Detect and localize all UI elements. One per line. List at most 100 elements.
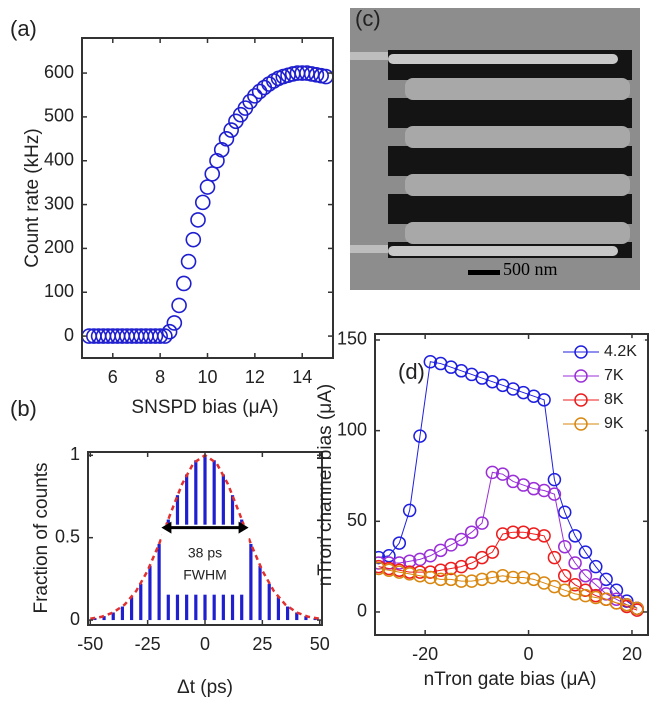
x-axis-title: Δt (ps) [177,677,233,698]
x-tick-label: 6 [108,367,118,387]
legend-marker [574,369,588,383]
data-point [444,538,458,552]
data-point [402,503,417,518]
data-point [558,505,572,519]
data-point [599,572,613,587]
legend-label: 4.2K [604,343,637,360]
axes-frame [87,451,323,626]
x-tick-label: -20 [412,644,438,664]
axes-frame [374,333,649,636]
data-point [568,556,582,570]
y-tick-label: 100 [337,419,367,439]
x-tick-label: 10 [197,367,217,387]
plot-area [375,354,644,617]
data-point [433,572,448,587]
legend-label: 8K [604,391,624,408]
data-point [218,131,235,147]
data-point [171,297,187,314]
data-point [392,556,407,570]
legend-marker [574,393,588,407]
data-point [176,275,192,292]
legend-label: 7K [604,367,624,384]
data-point [526,481,541,496]
legend-marker [574,345,588,359]
data-point [392,565,407,579]
bar [285,606,290,621]
bar [129,597,134,621]
y-axis-title: nTron channel bias (μA) [315,384,336,586]
data-point [256,79,273,96]
panel-label: (a) [10,16,37,41]
bar [157,543,161,621]
y-tick-label: 600 [44,62,74,82]
x-tick-label: 0 [524,644,534,664]
data-point [209,152,225,169]
panel-label: (b) [10,396,37,421]
y-tick-label: 100 [44,281,74,301]
y-tick-label: 50 [347,510,367,530]
data-point [516,525,531,539]
data-point [609,592,624,607]
panel-label: (d) [398,359,425,384]
axes-frame [81,37,334,359]
y-tick-label: 0 [70,609,80,629]
y-tick-label: 1 [70,444,80,464]
x-tick-label: 8 [155,367,165,387]
x-axis-title: nTron gate bias (μA) [424,669,597,690]
data-point [375,561,386,576]
data-point [526,527,541,541]
bar [258,565,262,621]
data-point [475,572,489,587]
data-point [423,549,438,563]
data-point [495,467,510,481]
y-tick-label: 0 [357,601,367,621]
data-point [444,561,458,576]
data-point [433,563,448,578]
data-point [547,550,562,565]
y-tick-label: 500 [44,106,74,126]
y-tick-label: 0.5 [55,526,80,546]
panel-label: (c) [355,6,381,31]
data-point [475,516,489,530]
data-point [413,429,427,443]
data-point [223,122,239,138]
x-tick-label: 0 [200,634,210,654]
y-tick-label: 0 [64,325,74,345]
plot-area [82,65,333,344]
data-point [558,539,572,554]
data-point [516,570,531,585]
data-point [251,83,268,100]
y-tick-label: 200 [44,237,74,257]
data-point [261,76,277,92]
series-line [378,531,638,611]
data-point [423,354,438,369]
x-tick-label: -25 [135,634,161,654]
x-axis-title: SNSPD bias (μA) [131,397,278,418]
data-point [180,253,197,270]
data-point [630,601,644,616]
data-point [157,328,173,344]
data-point [578,588,593,603]
data-point [444,572,458,587]
data-point [506,525,520,539]
bar [148,565,152,621]
bar [102,616,106,621]
data-point [199,179,216,195]
data-point [485,465,500,480]
data-point [485,545,500,559]
data-point [375,556,386,570]
data-point [413,568,427,583]
y-tick-label: 400 [44,149,74,169]
legend-label: 9K [604,415,624,432]
x-tick-label: 25 [252,634,272,654]
legend-box [557,338,645,440]
data-point [506,570,520,585]
data-point [578,568,593,583]
bar [111,612,115,621]
data-point [495,527,510,541]
x-tick-label: 50 [310,634,330,654]
data-point [454,574,469,588]
data-point [568,587,582,601]
data-point [537,393,551,407]
annotation: FWHM [183,566,227,582]
